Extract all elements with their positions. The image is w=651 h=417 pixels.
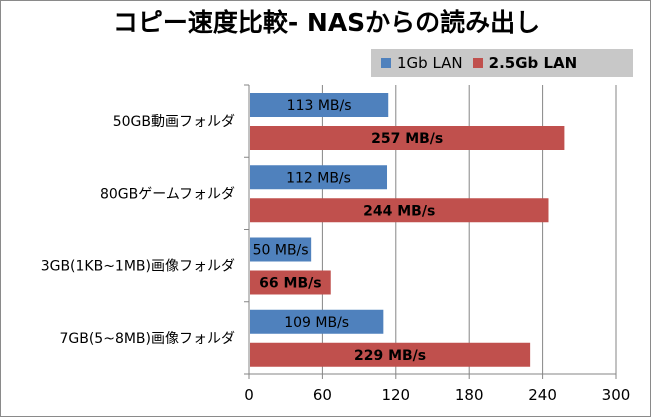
- bar-1gb-1: [250, 165, 388, 190]
- bar-2-5gb-1: [250, 198, 549, 223]
- chart-title: コピー速度比較- NASからの読み出し: [112, 8, 541, 37]
- data-label-1gb-2: 50 MB/s: [253, 243, 309, 259]
- category-label-0: 50GB動画フォルダ: [113, 114, 235, 130]
- category-label-2: 3GB(1KB~1MB)画像フォルダ: [41, 259, 235, 275]
- bar-2-5gb-3: [250, 342, 531, 367]
- x-tick-label-0: 0: [244, 386, 254, 404]
- bar-2-5gb-0: [250, 126, 565, 150]
- data-label-2-5gb-3: 229 MB/s: [354, 348, 426, 364]
- x-tick-label-240: 240: [528, 386, 557, 404]
- data-label-1gb-3: 109 MB/s: [284, 315, 349, 331]
- category-label-3: 7GB(5~8MB)画像フォルダ: [59, 331, 235, 347]
- legend-swatch-1gb: [381, 58, 391, 68]
- data-label-2-5gb-0: 257 MB/s: [371, 131, 443, 147]
- data-label-1gb-1: 112 MB/s: [286, 170, 351, 186]
- legend-item-1gb: 1Gb LAN: [381, 54, 463, 72]
- x-tick-label-120: 120: [381, 386, 410, 404]
- x-tick-label-300: 300: [602, 386, 631, 404]
- legend-item-2-5gb: 2.5Gb LAN: [472, 54, 578, 72]
- legend-label-2-5gb: 2.5Gb LAN: [488, 54, 578, 72]
- x-tick-label-180: 180: [455, 386, 484, 404]
- data-label-2-5gb-2: 66 MB/s: [259, 276, 321, 292]
- bar-1gb-0: [250, 93, 389, 117]
- bar-2-5gb-2: [250, 270, 331, 295]
- legend-label-1gb: 1Gb LAN: [397, 54, 463, 72]
- legend: 1Gb LAN 2.5Gb LAN: [371, 49, 633, 77]
- legend-swatch-2-5gb: [472, 58, 483, 68]
- bar-1gb-3: [250, 309, 384, 334]
- x-tick-label-60: 60: [313, 386, 332, 404]
- data-label-1gb-0: 113 MB/s: [287, 98, 352, 114]
- bar-1gb-2: [250, 237, 312, 262]
- category-label-1: 80GBゲームフォルダ: [100, 186, 235, 202]
- data-label-2-5gb-1: 244 MB/s: [363, 203, 435, 219]
